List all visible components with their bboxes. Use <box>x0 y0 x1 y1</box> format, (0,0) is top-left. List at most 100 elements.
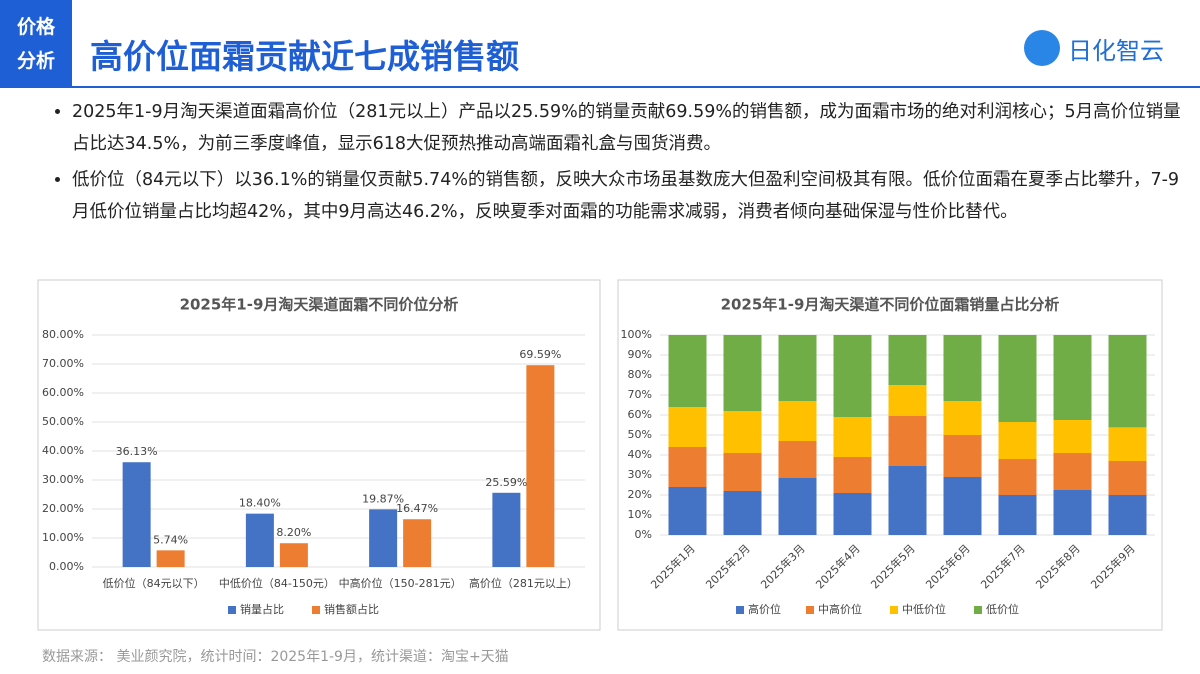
value-label: 19.87% <box>362 492 404 505</box>
bar-segment <box>888 416 927 466</box>
x-tick-label: 2025年9月 <box>1088 541 1138 591</box>
bar-segment <box>888 385 927 416</box>
legend-swatch <box>806 606 814 614</box>
bar-segment <box>943 335 982 401</box>
tag-text: 价格 <box>16 16 55 38</box>
y-tick-label: 80% <box>628 368 652 381</box>
bar <box>245 513 274 567</box>
y-tick-label: 0% <box>635 528 652 541</box>
x-tick-label: 2025年3月 <box>758 541 808 591</box>
bar-segment <box>998 422 1037 459</box>
bar-segment <box>668 335 707 407</box>
legend-label: 中高价位 <box>818 602 862 616</box>
bar-segment <box>1108 461 1147 495</box>
bar-segment <box>668 407 707 447</box>
x-tick-label: 2025年4月 <box>813 541 863 591</box>
value-label: 16.47% <box>396 502 438 515</box>
y-tick-label: 60% <box>628 408 652 421</box>
bar-segment <box>723 491 762 535</box>
bar-segment <box>1053 335 1092 420</box>
y-tick-label: 100% <box>621 328 652 341</box>
logo-icon <box>1024 30 1060 66</box>
bar-segment <box>1053 420 1092 453</box>
legend-label: 销售额占比 <box>324 602 379 616</box>
bar-segment <box>998 459 1037 495</box>
bar <box>403 519 432 567</box>
bar-segment <box>1108 427 1147 461</box>
bar-segment <box>833 457 872 493</box>
bar-segment <box>778 401 817 441</box>
source-note: 数据来源： 美业颜究院，统计时间：2025年1-9月，统计渠道：淘宝+天猫 <box>42 649 509 665</box>
legend-label: 销量占比 <box>240 602 284 616</box>
x-tick-label: 2025年8月 <box>1033 541 1083 591</box>
y-tick-label: 40% <box>628 448 652 461</box>
y-tick-label: 70% <box>628 388 652 401</box>
bar <box>279 543 308 567</box>
bar <box>122 462 151 567</box>
bar-segment <box>778 335 817 401</box>
x-tick-label: 中高价位（150-281元） <box>339 576 462 590</box>
logo: 日化智云 <box>1024 30 1164 66</box>
y-tick-label: 20.00% <box>42 502 84 515</box>
bar-segment <box>833 335 872 417</box>
y-tick-label: 10.00% <box>42 531 84 544</box>
bar-segment <box>998 335 1037 422</box>
x-tick-label: 2025年6月 <box>923 541 973 591</box>
x-tick-label: 高价位（281元以上） <box>469 576 578 590</box>
value-label: 8.20% <box>276 526 311 539</box>
section-tag: 价格 分析 <box>0 0 72 88</box>
bar-segment <box>668 487 707 535</box>
chart-frame <box>617 279 1163 631</box>
legend-swatch <box>974 606 982 614</box>
bar-segment <box>778 441 817 478</box>
bullet: 低价位（84元以下）以36.1%的销量仅贡献5.74%的销售额，反映大众市场虽基… <box>72 164 1192 228</box>
bar-segment <box>778 478 817 535</box>
x-tick-label: 2025年5月 <box>868 541 918 591</box>
bar-segment <box>668 447 707 487</box>
bar-segment <box>943 401 982 435</box>
x-tick-label: 中低价位（84-150元） <box>219 576 335 590</box>
bar-segment <box>888 466 927 535</box>
value-label: 18.40% <box>239 497 281 510</box>
bar <box>156 550 185 567</box>
bar <box>492 492 521 567</box>
y-tick-label: 40.00% <box>42 444 84 457</box>
bar-segment <box>888 335 927 385</box>
bar-segment <box>1108 495 1147 535</box>
bar <box>369 509 398 567</box>
y-tick-label: 80.00% <box>42 328 84 341</box>
bar-segment <box>943 477 982 535</box>
legend-swatch <box>736 606 744 614</box>
slide-title: 高价位面霜贡献近七成销售额 <box>90 37 519 76</box>
bar-segment <box>723 335 762 411</box>
bullets: 2025年1-9月淘天渠道面霜高价位（281元以上）产品以25.59%的销量贡献… <box>48 96 1192 232</box>
legend-label: 中低价位 <box>902 602 946 616</box>
bar-segment <box>1053 453 1092 490</box>
bar-segment <box>833 493 872 535</box>
legend-swatch <box>312 606 320 614</box>
bar-segment <box>1108 335 1147 428</box>
value-label: 5.74% <box>153 533 188 546</box>
bar-segment <box>723 411 762 453</box>
y-tick-label: 60.00% <box>42 386 84 399</box>
bullet: 2025年1-9月淘天渠道面霜高价位（281元以上）产品以25.59%的销量贡献… <box>72 96 1192 160</box>
bar-segment <box>998 495 1037 535</box>
chart-title: 2025年1-9月淘天渠道面霜不同价位分析 <box>180 296 459 314</box>
legend-swatch <box>890 606 898 614</box>
logo-text: 日化智云 <box>1068 36 1164 65</box>
y-tick-label: 20% <box>628 488 652 501</box>
tag-text: 分析 <box>16 50 55 72</box>
y-tick-label: 30% <box>628 468 652 481</box>
bar-segment <box>1053 490 1092 535</box>
y-tick-label: 30.00% <box>42 473 84 486</box>
chart-frame <box>37 279 601 631</box>
x-tick-label: 2025年2月 <box>703 541 753 591</box>
x-tick-label: 2025年7月 <box>978 541 1028 591</box>
bar-segment <box>833 417 872 457</box>
value-label: 36.13% <box>116 445 158 458</box>
y-tick-label: 10% <box>628 508 652 521</box>
header-line <box>72 86 1200 88</box>
bar-segment <box>723 453 762 491</box>
